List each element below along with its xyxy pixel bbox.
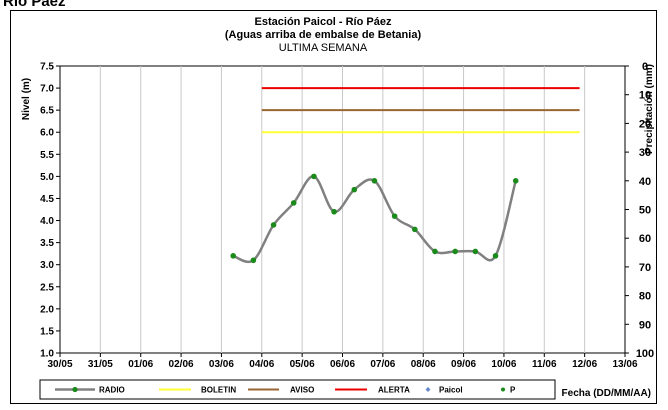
grid-layer — [99, 66, 586, 353]
y2-tick-label: 10 — [639, 90, 651, 102]
y2-tick-label: 30 — [639, 147, 651, 159]
y-tick-label: 4.5 — [40, 194, 54, 205]
y2-tick-label: 100 — [636, 348, 654, 360]
chart-subtitle2: ULTIMA SEMANA — [279, 42, 368, 54]
chart: Estación Paicol - Río Páez (Aguas arriba… — [21, 16, 655, 400]
radio-data-point — [250, 257, 257, 264]
legend-label-radio: RADIO — [99, 386, 125, 395]
series-layer — [230, 173, 519, 264]
x-tick-label: 02/06 — [169, 359, 194, 370]
radio-data-point — [371, 178, 378, 184]
y-tick-label: 2.0 — [40, 304, 54, 315]
legend: RADIO BOLETIN AVISO ALERTA Paicol P — [55, 386, 516, 395]
chart-title: Estación Paicol - Río Páez — [255, 16, 392, 28]
y2-tick-label: 40 — [639, 176, 651, 188]
x-tick-label: 09/06 — [451, 359, 476, 370]
chart-subtitle: (Aguas arriba de embalse de Betania) — [225, 29, 422, 41]
y2-tick-label: 50 — [639, 205, 651, 217]
legend-label-aviso: AVISO — [290, 386, 314, 395]
legend-marker-radio — [72, 386, 78, 393]
x-tick-label: 03/06 — [209, 359, 234, 370]
x-tick-label: 12/06 — [572, 359, 597, 370]
legend-label-p: P — [510, 386, 516, 395]
x-tick-label: 10/06 — [491, 359, 516, 370]
x-tick-label: 06/06 — [330, 359, 355, 370]
y2-tick-label: 80 — [639, 291, 651, 303]
x-tick-label: 30/05 — [47, 359, 72, 370]
x-ticks: 30/05 31/05 01/06 02/06 03/06 04/06 05/06 06/06… — [47, 353, 638, 370]
y2-tick-label: 0 — [642, 61, 648, 73]
y-tick-label: 4.0 — [40, 216, 54, 227]
radio-data-point — [432, 248, 438, 255]
y-tick-label: 3.0 — [40, 260, 54, 271]
x-tick-label: 01/06 — [128, 359, 153, 370]
legend-swatch-p — [501, 387, 505, 392]
radio-data-point — [230, 253, 236, 259]
y-tick-label: 6.0 — [40, 128, 54, 139]
x-tick-label: 05/06 — [290, 359, 315, 370]
radio-data-point — [311, 173, 317, 180]
legend-label-paicol: Paicol — [439, 386, 463, 395]
x-tick-label: 07/06 — [370, 359, 395, 370]
y2-tick-label: 70 — [639, 262, 651, 274]
radio-data-point — [452, 248, 458, 255]
y2-ticks: 0 10 20 30 40 50 60 70 80 90 100 — [625, 61, 654, 360]
radio-data-point — [492, 253, 499, 259]
legend-box — [39, 379, 556, 400]
radio-data-point — [351, 186, 358, 193]
legend-swatch-paicol — [425, 387, 431, 392]
x-tick-label: 13/06 — [612, 359, 637, 370]
x-tick-label: 08/06 — [411, 359, 436, 370]
radio-data-point — [331, 208, 337, 215]
y2-tick-label: 60 — [639, 233, 651, 245]
y-tick-label: 3.5 — [40, 238, 54, 249]
x-axis-label: Fecha (DD/MM/AA) — [562, 388, 651, 399]
y-tick-label: 5.0 — [40, 172, 54, 183]
radio-data-point — [412, 226, 418, 233]
radio-data-point — [270, 222, 277, 228]
y-axis-label: Nivel (m) — [21, 78, 32, 120]
x-tick-label: 04/06 — [249, 359, 274, 370]
y-tick-label: 7.5 — [40, 62, 54, 73]
y2-tick-label: 20 — [639, 118, 651, 130]
x-tick-label: 11/06 — [532, 359, 557, 370]
radio-data-point — [391, 213, 398, 219]
y-tick-label: 5.5 — [40, 150, 54, 161]
y2-tick-label: 90 — [639, 319, 651, 331]
reference-lines — [261, 87, 580, 134]
radio-data-point — [512, 178, 519, 184]
y2-axis-label: Precipitación (mm) — [644, 64, 655, 154]
legend-label-boletin: BOLETIN — [201, 386, 236, 395]
y-tick-label: 1.5 — [40, 326, 54, 337]
y-ticks: 1.0 1.5 2.0 2.5 3.0 3.5 4.0 4.5 5.0 5.5 6.0 6.5 7.0 7… — [40, 62, 60, 360]
legend-label-alerta: ALERTA — [378, 386, 410, 395]
radio-data-point — [290, 200, 297, 206]
x-tick-label: 31/05 — [88, 359, 113, 370]
y-tick-label: 2.5 — [40, 282, 54, 293]
y-tick-label: 7.0 — [40, 84, 54, 95]
page-title: Río Páez — [3, 0, 66, 10]
chart-frame: Estación Paicol - Río Páez (Aguas arriba… — [10, 10, 657, 404]
radio-data-point — [472, 248, 479, 255]
y-tick-label: 1.0 — [40, 349, 54, 360]
y-tick-label: 6.5 — [40, 106, 54, 117]
